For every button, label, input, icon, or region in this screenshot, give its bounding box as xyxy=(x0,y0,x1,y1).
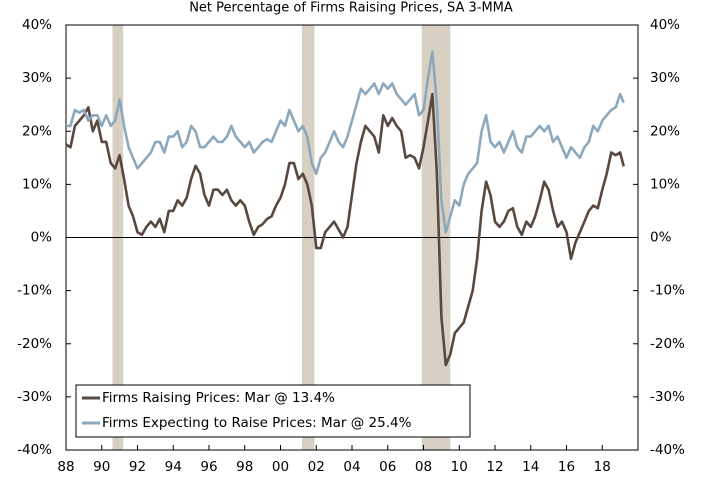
y-tick-label: -20% xyxy=(17,336,52,352)
y2-tick-label: 0% xyxy=(650,230,672,246)
series-line xyxy=(66,50,625,234)
x-tick-label: 92 xyxy=(129,459,146,475)
x-tick-label: 10 xyxy=(451,459,468,475)
x-tick-label: 14 xyxy=(522,459,539,475)
legend-label: Firms Expecting to Raise Prices: Mar @ 2… xyxy=(102,415,412,431)
y2-tick-label: 10% xyxy=(650,176,680,192)
y-tick-label: 20% xyxy=(22,123,52,139)
legend-box xyxy=(75,384,471,438)
y2-tick-label: -40% xyxy=(650,442,685,458)
x-tick-label: 98 xyxy=(236,459,253,475)
y-tick-label: -40% xyxy=(17,442,52,458)
y-tick-label: 40% xyxy=(22,17,52,33)
y-tick-label: -30% xyxy=(17,389,52,405)
x-tick-label: 18 xyxy=(594,459,611,475)
x-tick-label: 00 xyxy=(272,459,289,475)
x-tick-label: 90 xyxy=(93,459,110,475)
y-tick-label: 30% xyxy=(22,70,52,86)
y2-tick-label: 40% xyxy=(650,17,680,33)
y-tick-label: -10% xyxy=(17,283,52,299)
y-tick-label: 10% xyxy=(22,176,52,192)
y-tick-label: 0% xyxy=(31,230,53,246)
y2-tick-label: -20% xyxy=(650,336,685,352)
y2-tick-label: -30% xyxy=(650,389,685,405)
x-tick-label: 08 xyxy=(415,459,432,475)
y2-tick-label: 30% xyxy=(650,70,680,86)
y2-tick-label: 20% xyxy=(650,123,680,139)
x-tick-label: 16 xyxy=(558,459,575,475)
x-tick-label: 12 xyxy=(486,459,503,475)
x-tick-label: 06 xyxy=(379,459,396,475)
y2-tick-label: -10% xyxy=(650,283,685,299)
x-tick-label: 02 xyxy=(308,459,325,475)
x-tick-label: 88 xyxy=(57,459,74,475)
x-tick-label: 04 xyxy=(343,459,360,475)
chart-title: Net Percentage of Firms Raising Prices, … xyxy=(189,1,513,16)
series-line xyxy=(65,92,625,367)
x-tick-label: 94 xyxy=(165,459,182,475)
legend-label: Firms Raising Prices: Mar @ 13.4% xyxy=(102,390,335,406)
x-tick-label: 96 xyxy=(200,459,217,475)
